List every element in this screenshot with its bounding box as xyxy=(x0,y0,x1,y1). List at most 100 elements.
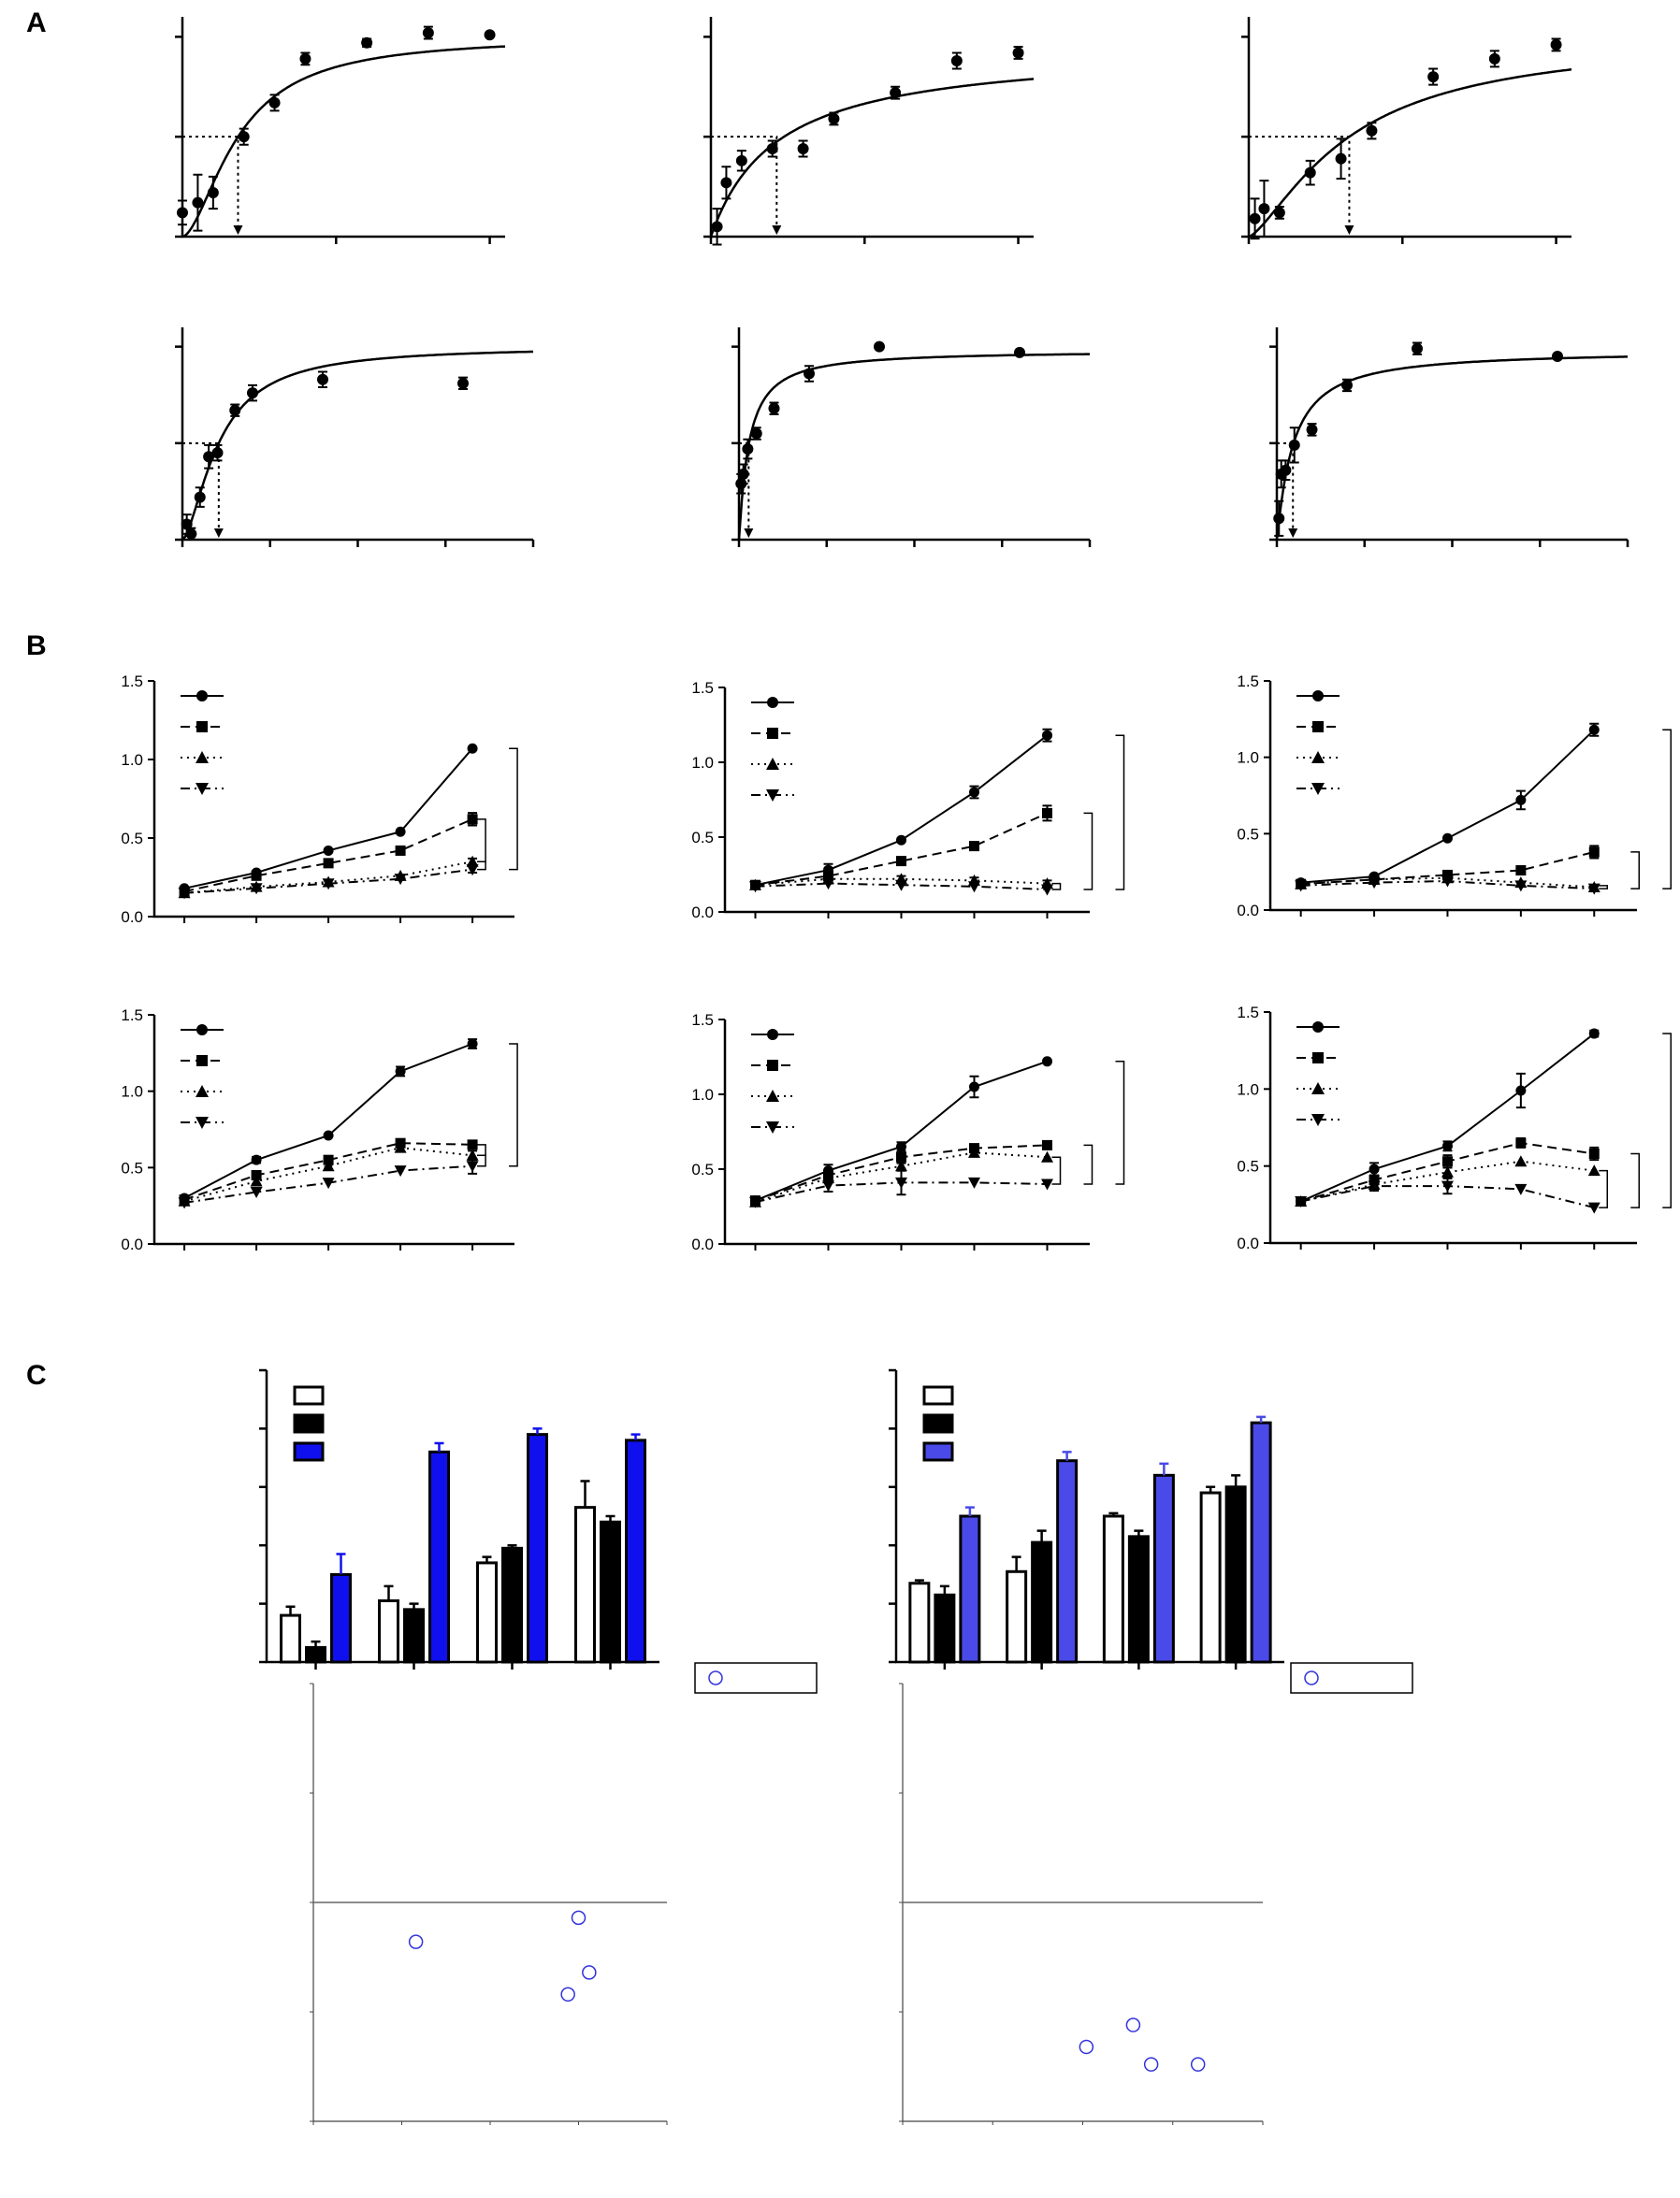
ic50-guide xyxy=(739,441,750,530)
y-tick-label: 0.0 xyxy=(691,904,714,921)
data-point xyxy=(211,447,224,459)
y-tick-label: 0.0 xyxy=(1237,902,1259,919)
error-bar xyxy=(1062,1451,1072,1461)
y-tick-label: 0.5 xyxy=(121,1159,143,1177)
legend-marker xyxy=(767,697,778,708)
data-point xyxy=(1587,1202,1600,1214)
ci-plot-sw872 xyxy=(310,1662,818,2125)
axes xyxy=(1275,327,1628,542)
legend-box xyxy=(1290,1662,1413,1694)
data-point xyxy=(1515,865,1527,876)
ic50-arrow xyxy=(233,225,243,235)
data-point xyxy=(251,1170,262,1180)
y-tick-label: 1.0 xyxy=(121,751,143,769)
y-tick-label: 1.5 xyxy=(121,1006,143,1024)
axes xyxy=(709,17,1034,239)
data-point xyxy=(1441,832,1453,844)
data-point xyxy=(1042,1056,1052,1067)
legend-marker xyxy=(1312,690,1324,701)
bar xyxy=(330,1572,352,1664)
data-point xyxy=(1366,124,1378,137)
data-point xyxy=(1488,52,1500,65)
data-point xyxy=(969,1081,979,1092)
legend-box xyxy=(694,1662,818,1694)
y-tick-label: 1.5 xyxy=(691,679,714,697)
bar xyxy=(1031,1540,1053,1664)
data-point xyxy=(1335,152,1347,165)
legend-marker xyxy=(196,1117,209,1129)
legend-marker xyxy=(196,1085,209,1097)
data-point xyxy=(1441,1180,1454,1193)
y-tick-label: 0.5 xyxy=(1237,1158,1259,1176)
significance-bracket xyxy=(509,1043,518,1167)
data-point xyxy=(323,858,334,869)
bar xyxy=(908,1582,931,1664)
data-point xyxy=(322,878,335,890)
series-line xyxy=(755,812,1048,887)
bar xyxy=(625,1439,646,1664)
data-point xyxy=(1588,1028,1600,1039)
legend-marker xyxy=(708,1670,723,1685)
ic50-arrow xyxy=(1344,225,1354,235)
fitted-curve xyxy=(1275,355,1628,541)
data-point xyxy=(181,518,193,530)
significance-bracket xyxy=(1630,1152,1641,1208)
legend-marker xyxy=(196,751,209,763)
axes xyxy=(1268,1012,1637,1245)
legend-marker xyxy=(196,690,208,701)
data-point xyxy=(768,402,780,414)
growth-chart-93t449-apa: 0.0 0.5 1.0 1.5 xyxy=(121,1006,518,1253)
legend-marker xyxy=(196,1055,208,1066)
growth-chart-sw872-ic50: 0.0 0.5 1.0 1.5 xyxy=(1237,672,1673,919)
legend-marker xyxy=(766,1121,779,1134)
y-tick-label: 0.5 xyxy=(691,829,714,846)
data-point xyxy=(317,373,328,385)
legend-marker xyxy=(766,1090,779,1102)
bar xyxy=(574,1506,596,1664)
ic50-arrow xyxy=(772,225,782,235)
series-line xyxy=(183,1142,473,1201)
legend-swatch xyxy=(922,1385,954,1406)
y-tick-label: 0.5 xyxy=(691,1161,714,1179)
legend-marker xyxy=(1304,1670,1319,1685)
error-bar xyxy=(409,1602,419,1610)
data-point xyxy=(1341,379,1353,391)
data-point xyxy=(238,131,250,143)
data-point xyxy=(1514,1155,1528,1167)
bar xyxy=(280,1613,301,1664)
data-point xyxy=(737,468,749,480)
data-point xyxy=(896,856,906,867)
data-point xyxy=(178,888,191,900)
data-point xyxy=(1515,794,1527,805)
legend-marker xyxy=(1312,721,1324,732)
data-point xyxy=(422,27,434,39)
error-bar xyxy=(1256,1415,1267,1424)
error-bar xyxy=(1231,1474,1241,1487)
error-bar xyxy=(939,1584,949,1596)
data-point xyxy=(192,196,204,209)
data-point xyxy=(1190,2057,1206,2072)
data-point xyxy=(322,1160,335,1172)
ci-plot-93t449 xyxy=(899,1662,1413,2125)
significance-bracket xyxy=(1662,1033,1673,1208)
data-point xyxy=(1041,1179,1053,1191)
data-point xyxy=(395,845,406,856)
data-point xyxy=(1042,1139,1052,1150)
growth-chart-sw872-apa: 0.0 0.5 1.0 1.5 xyxy=(121,672,518,926)
legend-swatch xyxy=(922,1441,954,1462)
data-point xyxy=(1306,424,1318,436)
error-bar xyxy=(507,1543,517,1549)
data-point xyxy=(394,1141,407,1153)
data-point xyxy=(457,377,469,389)
data-point xyxy=(1588,846,1600,858)
data-point xyxy=(250,1175,263,1187)
data-point xyxy=(361,36,373,49)
data-point xyxy=(178,1197,191,1209)
y-tick-label: 1.0 xyxy=(121,1083,143,1101)
y-tick-label: 0.5 xyxy=(1237,825,1259,843)
error-bar xyxy=(311,1640,321,1648)
data-point xyxy=(1295,1196,1308,1208)
ic50-chart-apatinib-94t778 xyxy=(1241,17,1572,244)
data-point xyxy=(467,1038,478,1049)
